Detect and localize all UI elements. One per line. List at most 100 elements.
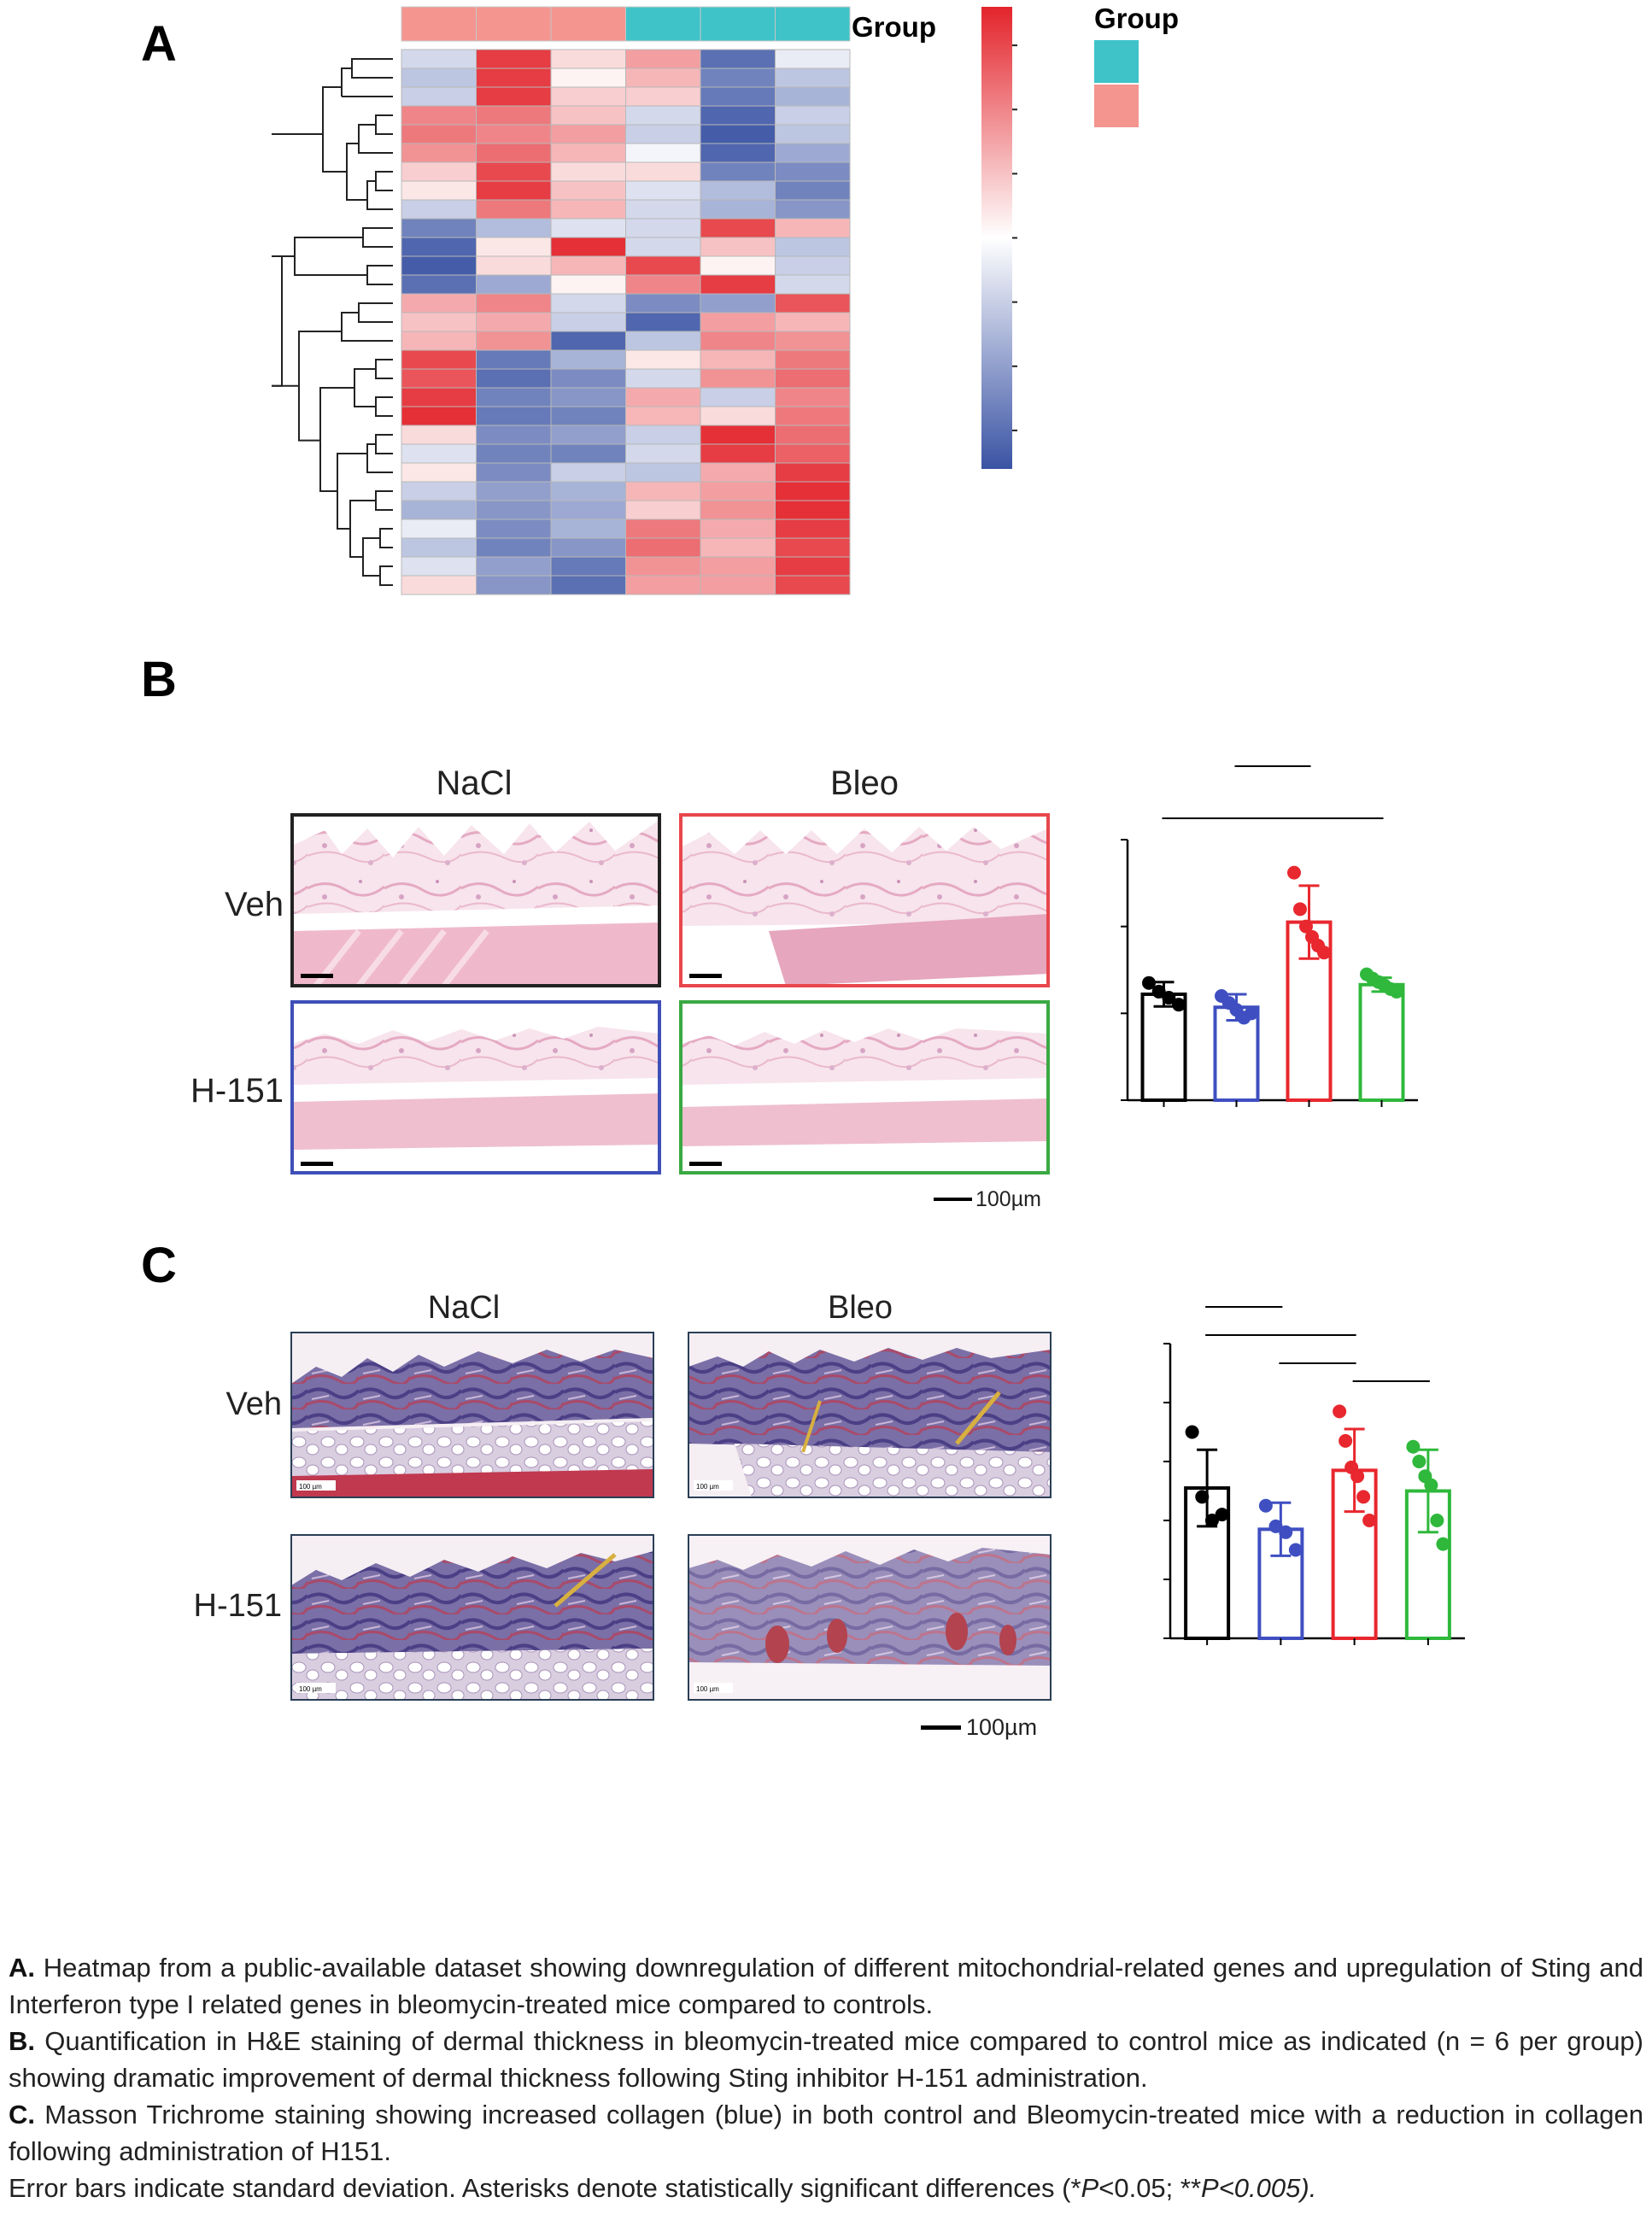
heatmap-cell (401, 255, 477, 276)
caption-d-text2: <0.05; ** (1098, 2173, 1202, 2203)
dendrogram-branch (319, 387, 354, 492)
data-point (1204, 1514, 1219, 1527)
panel-label-a: A (141, 16, 177, 72)
heatmap-cell (476, 274, 552, 295)
heatmap-cell (700, 105, 776, 126)
data-point (1317, 946, 1331, 960)
heatmap-cell (700, 406, 776, 426)
heatmap-cell (625, 425, 701, 445)
heatmap-cell (401, 105, 477, 126)
dendrogram-branch (346, 143, 367, 201)
heatmap-cell (625, 462, 701, 483)
heatmap-cell (775, 349, 851, 370)
dendrogram-branch (294, 237, 367, 276)
heatmap-group-header: Group (852, 11, 936, 43)
heatmap-cell (550, 237, 626, 257)
heatmap-cell (401, 500, 477, 520)
group-cell-3 (625, 6, 701, 42)
c-image-bleo-h151: 100 µm (688, 1534, 1052, 1701)
heatmap-colorbar (981, 7, 1012, 469)
heatmap-row-dendrogram (272, 58, 393, 586)
heatmap-cell (700, 443, 776, 464)
data-point (1412, 1455, 1426, 1468)
heatmap-cell (401, 86, 477, 107)
heatmap-cell (550, 180, 626, 201)
b-image-bleo-veh (679, 813, 1050, 987)
legend-swatch-ctrl (1094, 85, 1139, 127)
heatmap-cell (401, 312, 477, 332)
data-point (1268, 1519, 1283, 1533)
caption-d-text1: Error bars indicate standard deviation. … (9, 2173, 1081, 2203)
heatmap-cell (700, 349, 776, 370)
caption-c-text: Masson Trichrome staining showing increa… (9, 2100, 1643, 2166)
heatmap-cell (550, 406, 626, 426)
dendrogram-branch (362, 537, 380, 577)
data-point (1279, 1525, 1293, 1539)
data-point (1362, 1514, 1377, 1527)
heatmap-cell (401, 575, 477, 595)
dendrogram-branch (366, 265, 393, 285)
heatmap-cell (775, 575, 851, 595)
heatmap-cell (550, 575, 626, 595)
c-scale-bar-line (921, 1725, 961, 1730)
heatmap-cell (401, 518, 477, 539)
heatmap-cell (401, 443, 477, 464)
dendrogram-branch (322, 86, 347, 173)
heatmap-cell (625, 443, 701, 464)
heatmap-cell (550, 518, 626, 539)
caption-c-label: C. (9, 2100, 35, 2129)
heatmap-cell (476, 518, 552, 539)
group-cell-4 (700, 6, 776, 42)
b-col-label-bleo: Bleo (830, 764, 899, 802)
heatmap-cell (775, 161, 851, 182)
heatmap-cell (775, 556, 851, 577)
heatmap-cell (401, 161, 477, 182)
c-scale-bar-label: 100µm (966, 1714, 1037, 1740)
heatmap-cell (550, 86, 626, 107)
heatmap-cell (476, 575, 552, 595)
heatmap-cell (550, 67, 626, 88)
heatmap-cell (476, 537, 552, 558)
heatmap-cell (550, 349, 626, 370)
heatmap-cell (775, 86, 851, 107)
c-image-nacl-h151: 100 µm (290, 1534, 654, 1701)
heatmap-group-legend (1094, 40, 1139, 127)
heatmap-cell (401, 425, 477, 445)
heatmap-cell (625, 237, 701, 257)
heatmap-cell (775, 312, 851, 332)
heatmap-cell (775, 237, 851, 257)
heatmap-cell (700, 274, 776, 295)
heatmap-cell (476, 312, 552, 332)
heatmap-cell (476, 180, 552, 201)
heatmap-cell (550, 124, 626, 144)
dendrogram-branch (358, 124, 393, 154)
heatmap-cell (550, 199, 626, 220)
caption-a-label: A. (9, 1953, 35, 1983)
heatmap-cells (401, 49, 851, 595)
caption-d-p1: P (1081, 2173, 1099, 2203)
dendrogram-branch (375, 171, 393, 191)
b-scale-bar-label: 100µm (975, 1187, 1041, 1211)
heatmap-cell (476, 425, 552, 445)
heatmap-cell (476, 500, 552, 520)
heatmap-cell (700, 255, 776, 276)
bar-3 (1358, 982, 1405, 1102)
heatmap-cell (700, 556, 776, 577)
heatmap-cell (550, 368, 626, 389)
c-image-nacl-veh: 100 µm (290, 1332, 654, 1498)
heatmap-cell (401, 49, 477, 69)
heatmap-cell (625, 293, 701, 313)
heatmap-cell (775, 67, 851, 88)
heatmap-cell (700, 180, 776, 201)
heatmap-cell (625, 331, 701, 351)
dendrogram-branch (366, 180, 393, 210)
dendrogram-branch (358, 302, 393, 323)
heatmap-cell (550, 556, 626, 577)
heatmap-cell (476, 387, 552, 407)
masson-positive-area-chart (1163, 1306, 1465, 1645)
heatmap-cell (401, 274, 477, 295)
heatmap-cell (775, 331, 851, 351)
caption-b: B. Quantification in H&E staining of der… (9, 2023, 1643, 2096)
group-cell-5 (775, 6, 851, 42)
heatmap-cell (550, 462, 626, 483)
